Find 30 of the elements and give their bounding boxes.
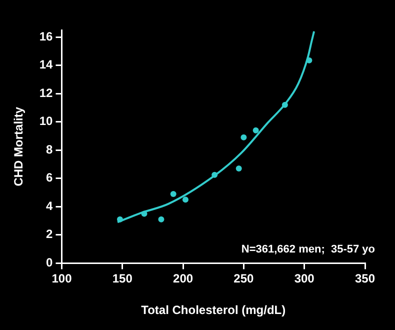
x-tick-label: 150 [112, 272, 133, 286]
y-tick-label: 8 [46, 142, 54, 156]
point [212, 172, 218, 178]
y-tick-label: 14 [39, 58, 54, 72]
y-axis-title: CHD Mortality [12, 106, 26, 186]
line-series [116, 30, 316, 224]
y-tick-label: 16 [39, 29, 54, 44]
point [158, 216, 164, 222]
point [252, 127, 259, 134]
x-tick-label: 250 [234, 272, 254, 286]
x-axis-title: Total Cholesterol (mg/dL) [141, 303, 286, 318]
point [306, 57, 312, 64]
y-tick-label: 0 [46, 256, 54, 270]
x-tick-label: 200 [173, 272, 194, 286]
point [141, 210, 148, 217]
point [182, 196, 188, 203]
point [116, 216, 123, 222]
y-tick-label: 2 [46, 227, 54, 242]
annotation: N=361,662 men; 35-57 yo [241, 244, 376, 256]
x-tick-label: 350 [354, 272, 376, 286]
y-tick-label: 4 [46, 198, 54, 213]
x-tick-label: 100 [52, 272, 72, 286]
point [282, 102, 288, 108]
y-tick-label: 6 [46, 170, 54, 185]
x-tick-label: 300 [294, 272, 315, 286]
point [170, 190, 176, 197]
point [240, 134, 247, 140]
point [236, 166, 242, 172]
y-tick-label: 10 [39, 114, 54, 128]
y-tick-label: 12 [39, 86, 54, 100]
